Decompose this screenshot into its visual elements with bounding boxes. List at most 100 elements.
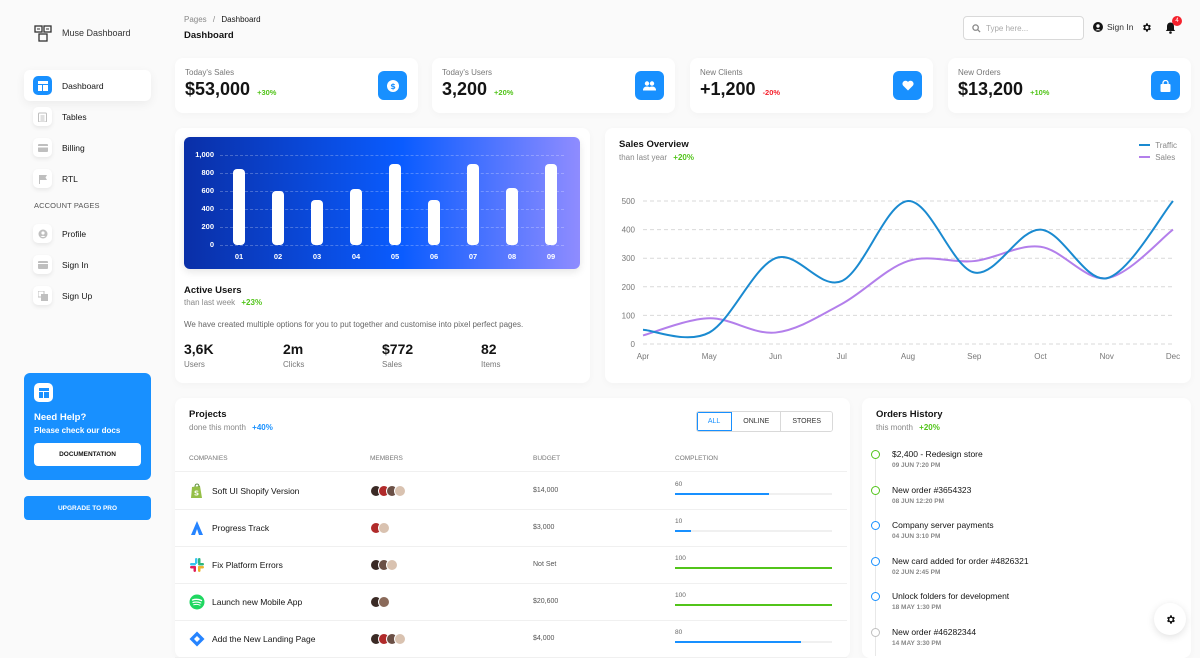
user-icon (1093, 22, 1103, 32)
tables-icon (33, 107, 52, 126)
x-axis-tick: Sep (967, 352, 982, 361)
search-input[interactable] (986, 23, 1076, 33)
x-axis-tick: 02 (273, 252, 283, 261)
bar[interactable] (311, 200, 323, 245)
project-name: Soft UI Shopify Version (212, 486, 300, 496)
x-axis-tick: 06 (429, 252, 439, 261)
sidebar-item-tables[interactable]: Tables (24, 101, 151, 132)
settings-gear-icon[interactable] (1141, 22, 1152, 33)
orders-history-card: Orders History this month +20% $2,400 - … (862, 398, 1191, 658)
active-users-subtitle: than last week +23% (184, 298, 581, 307)
y-axis-tick: 200 (201, 222, 214, 231)
breadcrumb-separator: / (212, 15, 216, 24)
bar[interactable] (428, 200, 440, 245)
column-members[interactable]: MEMBERS (370, 455, 403, 462)
timeline-text: New card added for order #4826321 (892, 556, 1029, 566)
legend-sales[interactable]: Sales (1139, 151, 1177, 163)
bar[interactable] (506, 188, 518, 245)
completion-progress: 80 (675, 629, 832, 643)
shopify-icon: S (191, 483, 202, 498)
projects-subtitle-text: done this month (189, 423, 246, 432)
stat-value: $53,000 (185, 79, 251, 99)
y-axis-tick: 100 (622, 311, 636, 320)
sidebar-item-sign-up[interactable]: Sign Up (24, 280, 151, 311)
shopping-bag-icon (1151, 71, 1180, 100)
help-subtitle: Please check our docs (34, 426, 121, 435)
filter-online-button[interactable]: ONLINE (732, 412, 782, 431)
completion-value: 60 (675, 481, 683, 488)
timeline-text: New order #3654323 (892, 485, 972, 495)
stat-percent: +30% (257, 88, 277, 97)
avatar[interactable] (378, 522, 390, 534)
table-row[interactable]: Progress Track $3,000 10 (175, 510, 847, 547)
bar[interactable] (233, 168, 245, 245)
filter-all-button[interactable]: ALL (696, 412, 733, 431)
y-axis-tick: 500 (622, 197, 636, 206)
documentation-button[interactable]: DOCUMENTATION (34, 443, 141, 466)
stat-percent: +20% (494, 88, 514, 97)
avatar[interactable] (394, 485, 406, 497)
table-row[interactable]: Add the New Landing Page $4,000 80 (175, 621, 847, 658)
atlassian-icon (191, 521, 203, 535)
filter-stores-button[interactable]: STORES (781, 412, 832, 431)
series-line-sales[interactable] (642, 228, 1174, 337)
sidebar-item-sign-in[interactable]: Sign In (24, 249, 151, 280)
sign-in-icon (33, 255, 52, 274)
sign-in-link[interactable]: Sign In (1093, 22, 1133, 32)
bar[interactable] (389, 164, 401, 245)
sign-in-label: Sign In (1107, 22, 1134, 32)
progress-fill (675, 493, 770, 495)
bar[interactable] (545, 164, 557, 245)
projects-table-header: COMPANIES MEMBERS BUDGET COMPLETION (175, 447, 847, 472)
x-axis-tick: 07 (468, 252, 478, 261)
timeline-time: 18 MAY 1:30 PM (892, 604, 942, 611)
column-companies[interactable]: COMPANIES (189, 455, 228, 462)
sidebar-item-rtl[interactable]: RTL (24, 163, 151, 194)
stat-percent: +10% (1030, 88, 1050, 97)
search-icon (972, 23, 981, 33)
completion-value: 100 (675, 592, 686, 599)
progress-fill (675, 567, 832, 569)
search-box[interactable] (963, 16, 1084, 40)
sidebar-item-dashboard[interactable]: Dashboard (24, 70, 151, 101)
column-completion[interactable]: COMPLETION (675, 455, 718, 462)
bar[interactable] (272, 191, 284, 245)
column-budget[interactable]: BUDGET (533, 455, 561, 462)
x-axis-tick: May (702, 352, 717, 361)
help-card: Need Help? Please check our docs DOCUMEN… (24, 373, 151, 480)
sidebar-item-billing[interactable]: Billing (24, 132, 151, 163)
bar[interactable] (350, 189, 362, 245)
table-row[interactable]: S Soft UI Shopify Version $14,000 60 (175, 473, 847, 510)
table-row[interactable]: Launch new Mobile App $20,600 100 (175, 584, 847, 621)
upgrade-to-pro-button[interactable]: UPGRADE TO PRO (24, 496, 151, 520)
members-avatars (370, 596, 390, 608)
active-users-bar-chart: 1,000 800 600 400 200 0 01 02 03 04 05 06 07 08 09 (184, 137, 580, 269)
bar[interactable] (467, 164, 479, 245)
completion-progress: 10 (675, 518, 832, 532)
breadcrumb-pages[interactable]: Pages (184, 15, 207, 24)
series-line-traffic[interactable] (642, 199, 1174, 339)
brand-logo-icon (34, 25, 52, 42)
stat-label: Users (184, 360, 205, 369)
chart-legend: Traffic Sales (1139, 139, 1177, 163)
settings-fab-button[interactable] (1154, 603, 1186, 635)
y-axis-tick: 0 (631, 340, 636, 349)
stat-label: New Orders (958, 68, 1001, 77)
brand[interactable]: Muse Dashboard (34, 24, 131, 42)
project-budget: Not Set (533, 561, 557, 568)
table-row[interactable]: Fix Platform Errors Not Set 100 (175, 547, 847, 584)
avatar[interactable] (378, 596, 390, 608)
legend-swatch (1139, 144, 1151, 146)
completion-value: 100 (675, 555, 686, 562)
timeline-line (875, 456, 876, 656)
avatar[interactable] (394, 633, 406, 645)
avatar[interactable] (386, 559, 398, 571)
completion-progress: 100 (675, 592, 832, 606)
timeline-time: 09 JUN 7:20 PM (892, 462, 941, 469)
y-axis-tick: 800 (201, 168, 214, 177)
completion-progress: 100 (675, 555, 832, 569)
sidebar-item-profile[interactable]: Profile (24, 218, 151, 249)
orders-percent: +20% (919, 423, 940, 432)
legend-traffic[interactable]: Traffic (1139, 139, 1177, 151)
timeline-dot-icon (871, 592, 880, 601)
